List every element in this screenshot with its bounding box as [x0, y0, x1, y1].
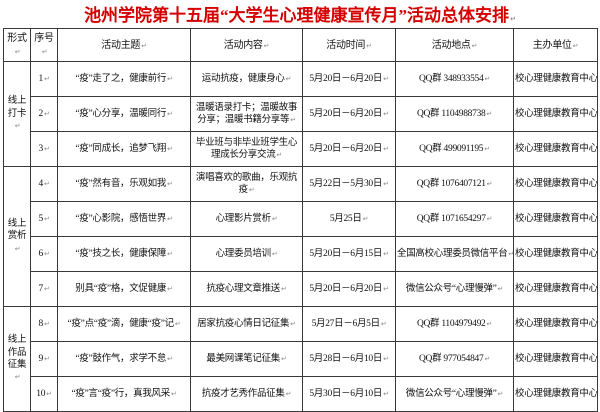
activity-place: QQ群 1104979492	[395, 306, 514, 342]
format-group-cell: 线上赏析	[3, 166, 31, 307]
organizer-cell: 校心理健康教育中心	[513, 236, 598, 272]
col-header-theme: 活动主题	[57, 28, 191, 62]
row-number: 5	[30, 201, 58, 237]
document-page: 池州学院第十五届“大学生心理健康宣传月”活动总体安排 形式 序号 活动主题 活动…	[0, 0, 600, 400]
col-header-time: 活动时间	[302, 28, 396, 62]
activity-time: 5月28日－6月10日	[302, 341, 396, 377]
table-row: 2“疫”心分享，温暖同行温暖语录打卡；温暖故事分享；温暖书籍分享等5月20日－6…	[4, 96, 598, 132]
activity-theme: “疫”鼓作气，求学不怠	[57, 341, 191, 377]
activity-time: 5月27日－6月5日	[302, 306, 396, 342]
row-number: 2	[30, 96, 58, 132]
activity-time: 5月20日－6月20日	[302, 61, 396, 97]
activity-time: 5月22日－5月30日	[302, 166, 396, 202]
format-group-cell: 线上作品征集	[3, 306, 31, 412]
activity-time: 5月20日－6月15日	[302, 236, 396, 272]
activity-place: QQ群 1076407121	[395, 166, 514, 202]
activity-content: 运动抗疫，健康身心	[190, 61, 303, 97]
row-number: 6	[30, 236, 58, 272]
row-number: 3	[30, 131, 58, 167]
activity-content: 温暖语录打卡；温暖故事分享；温暖书籍分享等	[190, 96, 303, 132]
table-row: 线上赏析4“疫”然有音，乐观如我演唱喜欢的歌曲，乐观抗疫5月22日－5月30日Q…	[3, 166, 598, 307]
col-header-number: 序号	[30, 28, 58, 62]
activity-place: 微信公众号“心理慢弹”	[395, 376, 514, 412]
activity-place: QQ群 1104988738	[395, 96, 514, 132]
col-header-content: 活动内容	[190, 28, 303, 62]
organizer-cell: 校心理健康教育中心	[513, 61, 598, 97]
activity-content: 抗疫才艺秀作品征集	[190, 376, 303, 412]
activities-table: 形式 序号 活动主题 活动内容 活动时间 活动地点 主办单位 线上打卡1“疫”走…	[3, 28, 598, 412]
activity-theme: “疫”心影院，感悟世界	[57, 201, 191, 237]
activity-time: 5月25日	[302, 201, 396, 237]
activity-place: 微信公众号“心理慢弹”	[395, 271, 514, 307]
row-number: 10	[30, 376, 58, 412]
activity-theme: 别具“疫”格，文促健康	[57, 271, 191, 307]
activity-theme: “疫”同成长，追梦飞翔	[57, 131, 191, 167]
activity-content: 演唱喜欢的歌曲，乐观抗疫	[190, 166, 303, 202]
activity-place: QQ群 499091195	[395, 131, 514, 167]
table-header-row: 形式 序号 活动主题 活动内容 活动时间 活动地点 主办单位	[3, 28, 598, 62]
col-header-organizer: 主办单位	[513, 28, 598, 62]
activity-content: 心理委员培训	[190, 236, 303, 272]
table-row: 5“疫”心影院，感悟世界心理影片赏析5月25日QQ群 1071654297校心理…	[4, 201, 598, 237]
table-row: 线上打卡1“疫”走了之，健康前行运动抗疫，健康身心5月20日－6月20日QQ群 …	[3, 61, 598, 167]
activity-time: 5月20日－6月20日	[302, 271, 396, 307]
activity-content: 毕业班与非毕业班学生心理成长分享交流	[190, 131, 303, 167]
activity-theme: “疫”点“疫”滴，健康“疫”记	[57, 306, 191, 342]
activity-theme: “疫”然有音，乐观如我	[57, 166, 191, 202]
table-row: 线上作品征集8“疫”点“疫”滴，健康“疫”记居家抗疫心情日记征集5月27日－6月…	[3, 306, 598, 412]
activity-time: 5月20日－6月20日	[302, 131, 396, 167]
organizer-cell: 校心理健康教育中心	[513, 166, 598, 202]
activity-theme: “疫”心分享，温暖同行	[57, 96, 191, 132]
row-number: 9	[30, 341, 58, 377]
activity-place: 全国高校心理委员微信平台	[395, 236, 514, 272]
organizer-cell: 校心理健康教育中心	[513, 376, 598, 412]
activity-place: QQ群 348933554	[395, 61, 514, 97]
activity-time: 5月20日－6月20日	[302, 96, 396, 132]
organizer-cell: 校心理健康教育中心	[513, 306, 598, 342]
organizer-cell: 校心理健康教育中心	[513, 201, 598, 237]
col-header-place: 活动地点	[395, 28, 514, 62]
organizer-cell: 校心理健康教育中心	[513, 96, 598, 132]
table-row: 7别具“疫”格，文促健康抗疫心理文章推送5月20日－6月20日微信公众号“心理慢…	[4, 271, 598, 307]
table-row: 3“疫”同成长，追梦飞翔毕业班与非毕业班学生心理成长分享交流5月20日－6月20…	[4, 131, 598, 167]
activity-time: 5月30日－6月10日	[302, 376, 396, 412]
activity-theme: “疫”言“疫”行，真我风采	[57, 376, 191, 412]
table-row: 10“疫”言“疫”行，真我风采抗疫才艺秀作品征集5月30日－6月10日微信公众号…	[4, 376, 598, 412]
row-number: 8	[30, 306, 58, 342]
format-group-cell: 线上打卡	[3, 61, 31, 167]
row-number: 1	[30, 61, 58, 97]
activity-content: 最美网课笔记征集	[190, 341, 303, 377]
table-row: 6“疫”技之长，健康保障心理委员培训5月20日－6月15日全国高校心理委员微信平…	[4, 236, 598, 272]
row-number: 7	[30, 271, 58, 307]
activity-theme: “疫”技之长，健康保障	[57, 236, 191, 272]
activity-place: QQ群 1071654297	[395, 201, 514, 237]
organizer-cell: 校心理健康教育中心	[513, 341, 598, 377]
col-header-format: 形式	[3, 28, 31, 62]
page-title: 池州学院第十五届“大学生心理健康宣传月”活动总体安排	[0, 0, 600, 28]
activity-content: 居家抗疫心情日记征集	[190, 306, 303, 342]
activity-content: 心理影片赏析	[190, 201, 303, 237]
organizer-cell: 校心理健康教育中心	[513, 271, 598, 307]
activity-place: QQ群 977054847	[395, 341, 514, 377]
row-number: 4	[30, 166, 58, 202]
organizer-cell: 校心理健康教育中心	[513, 131, 598, 167]
activity-content: 抗疫心理文章推送	[190, 271, 303, 307]
table-row: 9“疫”鼓作气，求学不怠最美网课笔记征集5月28日－6月10日QQ群 97705…	[4, 341, 598, 377]
activity-theme: “疫”走了之，健康前行	[57, 61, 191, 97]
